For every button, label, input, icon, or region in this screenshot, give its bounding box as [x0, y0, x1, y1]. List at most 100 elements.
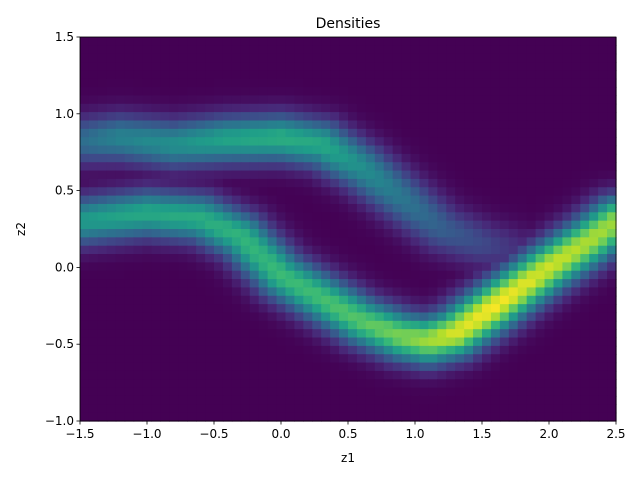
heatmap-cell	[437, 137, 447, 147]
heatmap-cell	[410, 195, 421, 205]
heatmap-cell	[187, 245, 197, 255]
heatmap-cell	[437, 404, 447, 414]
heatmap-cell	[80, 128, 90, 138]
heatmap-cell	[464, 320, 474, 330]
heatmap-cell	[428, 212, 438, 222]
heatmap-cell	[160, 45, 170, 55]
heatmap-cell	[580, 112, 590, 122]
heatmap-cell	[169, 320, 179, 330]
heatmap-cell	[178, 279, 188, 289]
heatmap-cell	[401, 78, 412, 88]
heatmap-cell	[482, 95, 492, 105]
heatmap-cell	[473, 103, 483, 113]
heatmap-cell	[580, 345, 590, 355]
heatmap-cell	[169, 254, 179, 263]
heatmap-cell	[97, 354, 108, 364]
heatmap-cell	[365, 295, 376, 305]
heatmap-cell	[196, 262, 206, 272]
heatmap-cell	[285, 120, 295, 130]
heatmap-cell	[383, 153, 394, 163]
heatmap-cell	[446, 87, 456, 97]
heatmap-cell	[428, 203, 438, 213]
heatmap-cell	[482, 37, 492, 46]
heatmap-cell	[231, 112, 242, 122]
heatmap-cell	[312, 62, 322, 71]
heatmap-cell	[544, 304, 555, 314]
heatmap-cell	[526, 404, 537, 414]
heatmap-cell	[97, 387, 108, 397]
heatmap-cell	[249, 237, 260, 247]
heatmap-cell	[276, 312, 287, 322]
heatmap-cell	[607, 404, 617, 414]
heatmap-cell	[517, 137, 528, 147]
heatmap-cell	[160, 229, 170, 238]
heatmap-cell	[321, 170, 331, 180]
heatmap-cell	[142, 404, 153, 414]
heatmap-cell	[97, 362, 108, 372]
heatmap-cell	[490, 295, 501, 305]
heatmap-cell	[330, 162, 340, 172]
heatmap-cell	[339, 304, 349, 314]
heatmap-cell	[374, 212, 385, 222]
heatmap-cell	[312, 120, 322, 130]
heatmap-cell	[392, 229, 403, 238]
heatmap-cell	[169, 279, 179, 289]
heatmap-cell	[294, 279, 304, 289]
heatmap-cell	[169, 87, 179, 97]
heatmap-cell	[607, 237, 617, 247]
heatmap-cell	[526, 37, 537, 46]
heatmap-cell	[124, 170, 135, 180]
heatmap-cell	[446, 279, 456, 289]
heatmap-cell	[187, 120, 197, 130]
heatmap-cell	[187, 212, 197, 222]
heatmap-cell	[365, 337, 376, 347]
heatmap-cell	[214, 254, 224, 263]
heatmap-cell	[106, 412, 117, 422]
heatmap-cell	[124, 395, 135, 405]
heatmap-cell	[267, 203, 278, 213]
heatmap-cell	[428, 195, 438, 205]
heatmap-cell	[383, 220, 394, 230]
heatmap-cell	[455, 329, 465, 339]
heatmap-cell	[535, 70, 546, 80]
heatmap-cell	[214, 237, 224, 247]
heatmap-cell	[607, 170, 617, 180]
heatmap-cell	[294, 295, 304, 305]
heatmap-cell	[499, 304, 510, 314]
heatmap-cell	[97, 70, 108, 80]
heatmap-cell	[464, 103, 474, 113]
chart-title: Densities	[316, 16, 381, 32]
heatmap-cell	[508, 320, 519, 330]
heatmap-cell	[285, 70, 295, 80]
heatmap-cell	[446, 370, 456, 380]
heatmap-cell	[437, 345, 447, 355]
heatmap-cell	[446, 270, 456, 280]
heatmap-cell	[526, 112, 537, 122]
heatmap-cell	[437, 254, 447, 263]
heatmap-cell	[321, 237, 331, 247]
heatmap-cell	[321, 95, 331, 105]
heatmap-cell	[499, 287, 510, 297]
heatmap-cell	[240, 279, 251, 289]
heatmap-cell	[106, 95, 117, 105]
heatmap-cell	[231, 53, 242, 63]
heatmap-cell	[178, 304, 188, 314]
heatmap-cell	[115, 70, 126, 80]
heatmap-cell	[508, 78, 519, 88]
heatmap-cell	[508, 404, 519, 414]
heatmap-cell	[419, 128, 429, 138]
heatmap-cell	[106, 87, 117, 97]
heatmap-cell	[258, 287, 269, 297]
heatmap-cell	[428, 170, 438, 180]
heatmap-cell	[607, 245, 617, 255]
heatmap-cell	[607, 178, 617, 188]
heatmap-cell	[535, 78, 546, 88]
heatmap-cell	[88, 237, 99, 247]
heatmap-cell	[508, 412, 519, 422]
heatmap-cell	[222, 237, 233, 247]
heatmap-cell	[124, 237, 135, 247]
heatmap-cell	[303, 178, 313, 188]
heatmap-cell	[115, 212, 126, 222]
heatmap-cell	[205, 120, 215, 130]
heatmap-cell	[544, 78, 555, 88]
